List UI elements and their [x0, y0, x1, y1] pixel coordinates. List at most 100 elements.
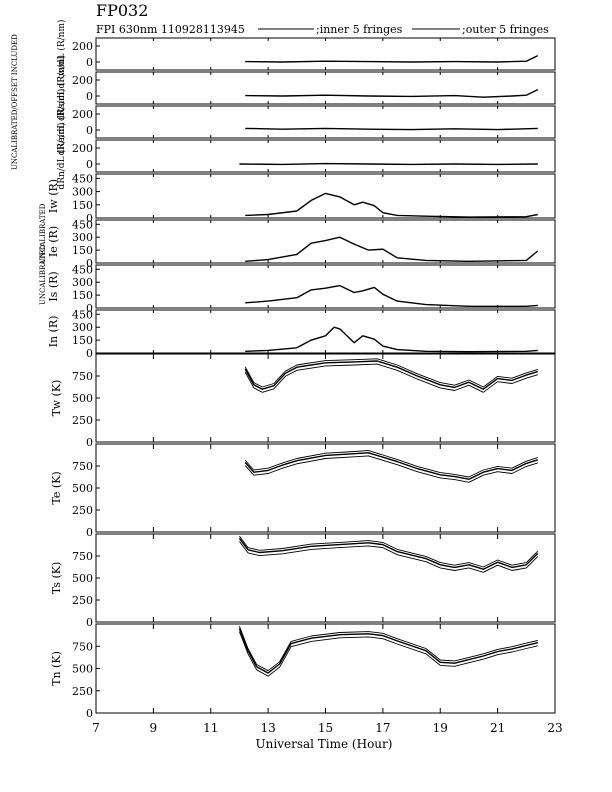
x-tick-label: 7 [92, 721, 100, 735]
panel-frame [95, 264, 556, 309]
y-tick-label: 150 [72, 199, 93, 212]
chart-subtitle: FPI 630nm 110928113945 [96, 23, 245, 36]
y-tick-label: 300 [72, 231, 93, 244]
series-line [245, 326, 538, 353]
series-line [244, 360, 539, 390]
panel-frame [95, 219, 556, 264]
panel-frame [95, 353, 556, 443]
y-tick-label: 150 [72, 289, 93, 302]
series-line [239, 162, 538, 166]
panel-frame [95, 309, 556, 354]
series-line-inner [239, 535, 539, 568]
y-axis-label: dRe/dL (R/nm) [56, 89, 67, 156]
y-tick-label: 750 [72, 370, 93, 383]
y-tick-label: 0 [86, 616, 93, 629]
panel-3: 0 200 dRn/dL (R/nm) [56, 122, 556, 190]
y-axis-label: Tn (K) [50, 651, 63, 686]
y-tick-label: 300 [72, 276, 93, 289]
y-tick-label: 200 [72, 40, 93, 53]
y-tick-label: 200 [72, 108, 93, 121]
y-tick-label: 750 [72, 550, 93, 563]
y-tick-label: 0 [86, 347, 93, 360]
y-tick-label: 500 [72, 392, 93, 405]
panel-2: 0 200 dRe/dL (R/nm) [56, 89, 556, 156]
series-line-inner [244, 450, 538, 478]
series-line [244, 452, 539, 480]
panel-frame [95, 623, 556, 714]
panel-frame [95, 105, 556, 139]
y-tick-label: 0 [86, 56, 93, 69]
y-axis-label: Ie (R) [47, 226, 60, 257]
x-tick-label: 19 [433, 721, 448, 735]
series-line [245, 127, 538, 131]
y-tick-label: 200 [72, 142, 93, 155]
series-line-inner [244, 358, 538, 388]
panel-frame [95, 139, 556, 173]
y-tick-label: 0 [86, 158, 93, 171]
series-line-inner [238, 626, 538, 672]
y-axis-label: In (R) [47, 316, 60, 348]
y-tick-label: 750 [72, 640, 93, 653]
series-line [245, 284, 538, 307]
side-label-uncalibrated-offset: UNCALIBRATED/OFFSET INCLUDED [11, 34, 19, 170]
x-tick-label: 17 [375, 721, 390, 735]
panel-9: 0 250 500 750 Te (K) [50, 443, 556, 539]
panel-frame [95, 71, 556, 105]
x-tick-label: 9 [150, 721, 158, 735]
y-tick-label: 450 [72, 263, 93, 276]
y-tick-label: 450 [72, 172, 93, 185]
x-tick-label: 21 [490, 721, 505, 735]
panel-10: 0 250 500 750 Ts (K) [50, 533, 556, 629]
y-tick-label: 0 [86, 707, 93, 720]
y-tick-label: 0 [86, 90, 93, 103]
y-tick-label: 0 [86, 212, 93, 225]
series-line-outer [239, 541, 539, 573]
y-tick-label: 0 [86, 257, 93, 270]
y-tick-label: 0 [86, 302, 93, 315]
panel-frame [95, 533, 556, 623]
y-tick-label: 250 [72, 685, 93, 698]
y-axis-label: dRn/dL (R/nm) [56, 122, 67, 189]
y-axis-label: Ts (K) [50, 562, 63, 594]
x-axis-label: Universal Time (Hour) [256, 737, 393, 751]
series-line-outer [244, 455, 538, 483]
legend-label-outer: ;outer 5 fringes [462, 23, 549, 36]
y-tick-label: 500 [72, 663, 93, 676]
y-tick-label: 450 [72, 308, 93, 321]
panel-frame [95, 173, 556, 219]
y-tick-label: 150 [72, 244, 93, 257]
panel-frame [95, 443, 556, 533]
x-tick-label: 11 [203, 721, 218, 735]
series-line-outer [244, 363, 538, 393]
side-label-uncalibrated-bottom: UNCALIBRATED [39, 244, 47, 305]
y-axis-label: Is (R) [47, 271, 60, 301]
panels: 0 200 dRw/dL (R/nm) 0 200 dRs/dL (R/nm) 0 200 dR… [47, 19, 563, 735]
y-tick-label: 200 [72, 74, 93, 87]
side-label-uncalibrated-top: UNCALIBRATED [39, 203, 47, 264]
chart-title: FP032 [96, 1, 148, 20]
series-line [245, 236, 539, 262]
y-tick-label: 500 [72, 572, 93, 585]
y-tick-label: 0 [86, 526, 93, 539]
panel-1: 0 200 dRs/dL (R/nm) [56, 55, 556, 121]
y-tick-label: 750 [72, 460, 93, 473]
series-line [245, 192, 538, 218]
panel-8: 0 250 500 750 Tw (K) [50, 353, 556, 449]
panel-0: 0 200 dRw/dL (R/nm) [56, 19, 556, 89]
x-tick-label: 13 [260, 721, 275, 735]
x-tick-label: 15 [318, 721, 333, 735]
x-tick-label: 23 [547, 721, 562, 735]
series-line-outer [238, 631, 538, 677]
series-line [245, 88, 539, 98]
y-axis-label: Tw (K) [50, 380, 63, 417]
legend-label-inner: ;inner 5 fringes [316, 23, 403, 36]
y-tick-label: 450 [72, 218, 93, 231]
series-line [238, 628, 538, 674]
y-tick-label: 500 [72, 482, 93, 495]
panel-frame [95, 37, 556, 71]
